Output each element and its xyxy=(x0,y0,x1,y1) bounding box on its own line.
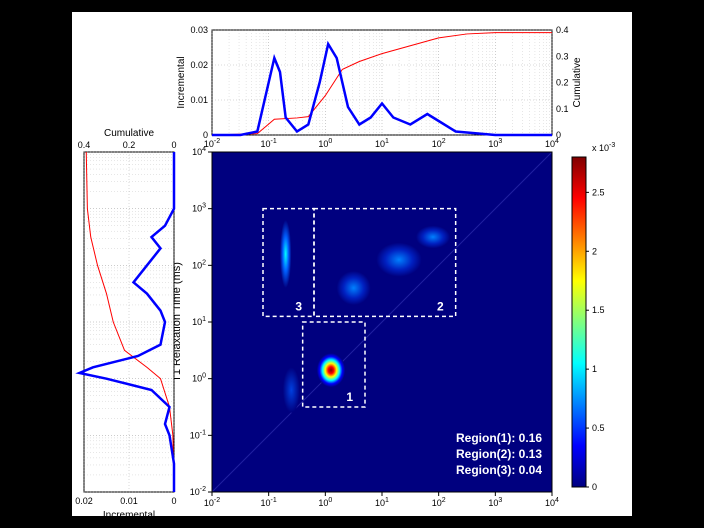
svg-text:Region(1): 0.16: Region(1): 0.16 xyxy=(456,431,542,445)
svg-text:0: 0 xyxy=(592,482,597,492)
svg-text:0.5: 0.5 xyxy=(592,423,605,433)
svg-text:10-2: 10-2 xyxy=(204,497,220,508)
svg-text:Incremental: Incremental xyxy=(103,510,155,516)
left-marginal-plot: 0.02 0.01 0 0.4 0.2 0 Cumulative Incremental xyxy=(75,128,176,516)
svg-text:0.02: 0.02 xyxy=(75,496,93,506)
svg-text:10-1: 10-1 xyxy=(261,138,277,149)
svg-text:Region(2): 0.13: Region(2): 0.13 xyxy=(456,447,542,461)
svg-text:T2 Relaxation Time (ms): T2 Relaxation Time (ms) xyxy=(322,515,442,516)
svg-text:0: 0 xyxy=(171,140,176,150)
svg-text:102: 102 xyxy=(432,497,446,508)
svg-text:1: 1 xyxy=(346,390,353,404)
svg-text:102: 102 xyxy=(192,259,206,270)
svg-text:101: 101 xyxy=(375,138,389,149)
svg-text:0.1: 0.1 xyxy=(556,104,569,114)
svg-text:104: 104 xyxy=(545,138,559,149)
svg-text:10-2: 10-2 xyxy=(190,486,206,497)
svg-text:101: 101 xyxy=(192,316,206,327)
svg-text:3: 3 xyxy=(295,299,302,313)
top-marginal-plot: 00.010.020.0300.10.20.30.410-210-1100101… xyxy=(176,25,583,149)
svg-text:102: 102 xyxy=(432,138,446,149)
figure-panel: 1 2 3 Region(1): 0.16 Region(2): 0.13 Region(… xyxy=(72,12,632,516)
svg-text:100: 100 xyxy=(192,373,206,384)
svg-text:0.2: 0.2 xyxy=(123,140,136,150)
svg-text:104: 104 xyxy=(545,497,559,508)
svg-text:Incremental: Incremental xyxy=(176,56,187,108)
svg-text:0.03: 0.03 xyxy=(190,25,208,35)
svg-text:1: 1 xyxy=(592,364,597,374)
svg-text:103: 103 xyxy=(192,203,206,214)
svg-text:x 10-3: x 10-3 xyxy=(592,142,615,153)
colorbar: 0 0.5 1 1.5 2 2.5 x 10-3 xyxy=(572,142,615,492)
svg-text:1.5: 1.5 xyxy=(592,305,605,315)
figure-svg: 1 2 3 Region(1): 0.16 Region(2): 0.13 Region(… xyxy=(72,12,632,516)
svg-text:0.2: 0.2 xyxy=(556,78,569,88)
svg-text:10-1: 10-1 xyxy=(261,497,277,508)
svg-text:Cumulative: Cumulative xyxy=(572,57,583,107)
svg-text:0.4: 0.4 xyxy=(78,140,91,150)
svg-text:0.01: 0.01 xyxy=(120,496,138,506)
svg-text:2.5: 2.5 xyxy=(592,187,605,197)
svg-text:101: 101 xyxy=(375,497,389,508)
svg-text:0: 0 xyxy=(171,496,176,506)
svg-text:Region(3): 0.04: Region(3): 0.04 xyxy=(456,463,542,477)
svg-text:0.01: 0.01 xyxy=(190,95,208,105)
svg-text:0.4: 0.4 xyxy=(556,25,569,35)
svg-text:Cumulative: Cumulative xyxy=(104,128,154,139)
svg-text:2: 2 xyxy=(592,246,597,256)
svg-text:10-1: 10-1 xyxy=(190,429,206,440)
svg-text:0.3: 0.3 xyxy=(556,51,569,61)
svg-text:100: 100 xyxy=(318,497,332,508)
svg-text:2: 2 xyxy=(437,299,444,313)
svg-text:10-2: 10-2 xyxy=(204,138,220,149)
main-heatmap: 1 2 3 Region(1): 0.16 Region(2): 0.13 Region(… xyxy=(171,146,559,516)
svg-text:103: 103 xyxy=(488,138,502,149)
svg-text:0.02: 0.02 xyxy=(190,60,208,70)
svg-text:100: 100 xyxy=(318,138,332,149)
svg-text:103: 103 xyxy=(488,497,502,508)
